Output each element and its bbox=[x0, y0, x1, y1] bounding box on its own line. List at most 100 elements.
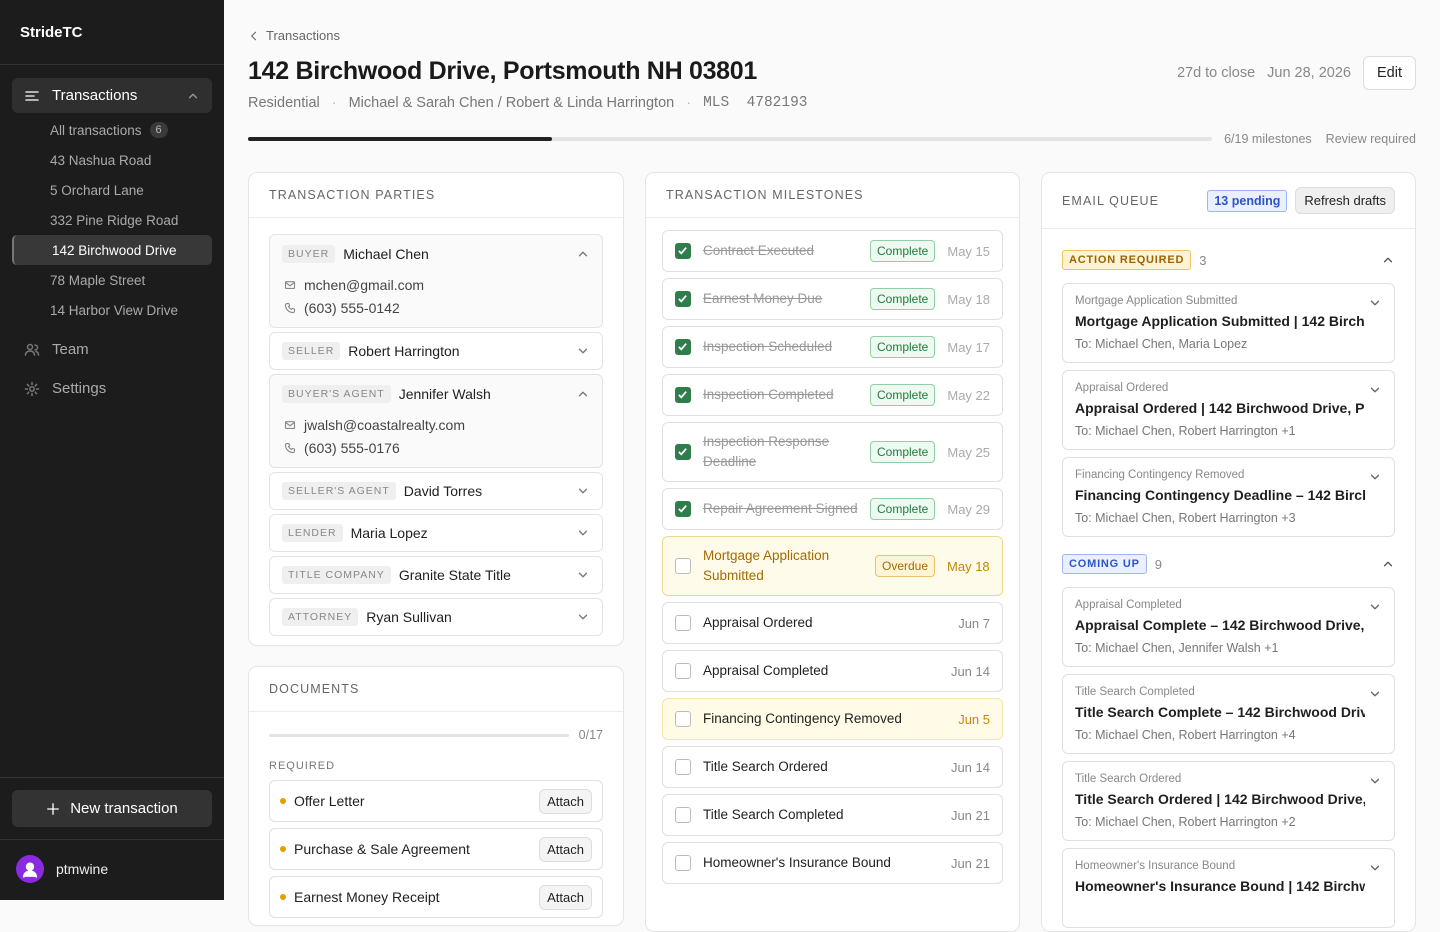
email-recipients: To: Michael Chen, Robert Harrington +3 bbox=[1075, 511, 1296, 525]
nav-link-label: Settings bbox=[52, 380, 107, 397]
refresh-button[interactable]: Refresh drafts bbox=[1295, 187, 1395, 214]
close-date: Jun 28, 2026 bbox=[1267, 65, 1351, 81]
icon bbox=[24, 381, 40, 397]
email-recipients: To: Michael Chen, Robert Harrington +4 bbox=[1075, 728, 1296, 742]
nav-link[interactable]: Settings bbox=[24, 380, 106, 397]
nav-item[interactable]: 43 Nashua Road bbox=[12, 145, 212, 175]
contact-phone: (603) 555-0142 bbox=[282, 296, 590, 319]
edit-button[interactable]: Edit bbox=[1363, 56, 1416, 90]
party-card[interactable]: ATTORNEY Ryan Sullivan bbox=[269, 598, 603, 636]
checkbox[interactable] bbox=[675, 759, 691, 775]
checkbox[interactable] bbox=[675, 807, 691, 823]
mls-number: 4782193 bbox=[746, 95, 808, 111]
checkbox[interactable] bbox=[675, 444, 691, 460]
nav-link[interactable]: Team bbox=[24, 341, 89, 358]
milestone-row[interactable]: Appraisal Ordered Jun 7 bbox=[662, 602, 1003, 644]
icon bbox=[1381, 557, 1395, 571]
checkbox[interactable] bbox=[675, 711, 691, 727]
party-row: ATTORNEY Ryan Sullivan bbox=[282, 599, 590, 635]
panel-title: EMAIL QUEUE bbox=[1062, 193, 1160, 208]
milestone-row[interactable]: Financing Contingency Removed Jun 5 bbox=[662, 698, 1003, 740]
user-menu[interactable]: ptmwine bbox=[16, 855, 108, 883]
milestone-row[interactable]: Repair Agreement Signed Complete May 29 bbox=[662, 488, 1003, 530]
milestone-row[interactable]: Mortgage Application Submitted Overdue May… bbox=[662, 536, 1003, 596]
divider bbox=[0, 64, 224, 65]
sidebar: StrideTC Transactions All transactions 6 43 … bbox=[0, 0, 224, 900]
milestone-row[interactable]: Contract Executed Complete May 15 bbox=[662, 230, 1003, 272]
party-card[interactable]: BUYER'S AGENT Jennifer Walsh jwalsh@coasta… bbox=[269, 374, 603, 468]
checkbox[interactable] bbox=[675, 291, 691, 307]
group-header[interactable]: ACTION REQUIRED 3 bbox=[1042, 245, 1415, 275]
checkbox[interactable] bbox=[675, 339, 691, 355]
attach-button[interactable]: Attach bbox=[539, 788, 592, 814]
meta-item: Michael & Sarah Chen / Robert & Linda Ha… bbox=[348, 95, 675, 111]
party-name: Maria Lopez bbox=[350, 525, 428, 541]
progress-bar bbox=[248, 137, 1212, 141]
milestone-date: May 17 bbox=[947, 339, 990, 355]
party-card[interactable]: SELLER Robert Harrington bbox=[269, 332, 603, 370]
email-trigger: Title Search Ordered bbox=[1075, 773, 1182, 785]
email-card[interactable]: Homeowner's Insurance Bound Homeowner's I… bbox=[1062, 848, 1395, 928]
milestone-row[interactable]: Title Search Completed Jun 21 bbox=[662, 794, 1003, 836]
checkbox[interactable] bbox=[675, 558, 691, 574]
breadcrumb[interactable]: Transactions bbox=[248, 28, 340, 43]
icon bbox=[1368, 861, 1382, 875]
party-row: SELLER Robert Harrington bbox=[282, 333, 590, 369]
milestone-row[interactable]: Earnest Money Due Complete May 18 bbox=[662, 278, 1003, 320]
checkbox[interactable] bbox=[675, 663, 691, 679]
status-dot bbox=[280, 846, 286, 852]
parties-panel: TRANSACTION PARTIES BUYER Michael Chen mche… bbox=[248, 172, 624, 646]
meta-item: Residential bbox=[248, 95, 320, 111]
party-card[interactable]: LENDER Maria Lopez bbox=[269, 514, 603, 552]
new-transaction-button[interactable]: New transaction bbox=[12, 790, 212, 827]
milestone-date: May 25 bbox=[947, 444, 990, 460]
checkbox[interactable] bbox=[675, 501, 691, 517]
email-trigger: Financing Contingency Removed bbox=[1075, 469, 1245, 481]
contact-phone: (603) 555-0176 bbox=[282, 436, 590, 459]
milestone-row[interactable]: Inspection Scheduled Complete May 17 bbox=[662, 326, 1003, 368]
email-card[interactable]: Title Search Completed Title Search Compl… bbox=[1062, 674, 1395, 754]
email-card[interactable]: Title Search Ordered Title Search Ordered… bbox=[1062, 761, 1395, 841]
status-dot bbox=[280, 798, 286, 804]
email-recipients: To: Michael Chen, Maria Lopez bbox=[1075, 337, 1248, 351]
milestone-row[interactable]: Title Search Ordered Jun 14 bbox=[662, 746, 1003, 788]
attach-button[interactable]: Attach bbox=[539, 884, 592, 910]
milestone-date: May 15 bbox=[947, 243, 990, 259]
email-card[interactable]: Mortgage Application Submitted Mortgage A… bbox=[1062, 283, 1395, 363]
email-card[interactable]: Appraisal Ordered Appraisal Ordered | 142… bbox=[1062, 370, 1395, 450]
party-card[interactable]: BUYER Michael Chen mchen@gmail.com (603) 55… bbox=[269, 234, 603, 328]
milestone-row[interactable]: Homeowner's Insurance Bound Jun 21 bbox=[662, 842, 1003, 884]
checkbox[interactable] bbox=[675, 615, 691, 631]
milestone-row[interactable]: Inspection Response Deadline Complete May … bbox=[662, 422, 1003, 482]
icon bbox=[576, 387, 590, 401]
checkbox[interactable] bbox=[675, 855, 691, 871]
progress-status: Review required bbox=[1325, 132, 1416, 146]
party-card[interactable]: TITLE COMPANY Granite State Title bbox=[269, 556, 603, 594]
nav-item-label: All transactions bbox=[50, 122, 142, 138]
group-header[interactable]: COMING UP 9 bbox=[1042, 549, 1415, 579]
email-card[interactable]: Appraisal Completed Appraisal Complete – … bbox=[1062, 587, 1395, 667]
divider bbox=[0, 839, 224, 840]
nav-item-label: 14 Harbor View Drive bbox=[50, 302, 179, 318]
nav-item[interactable]: All transactions 6 bbox=[12, 115, 212, 145]
checkbox[interactable] bbox=[675, 387, 691, 403]
nav-item-label: 78 Maple Street bbox=[50, 272, 146, 288]
attach-button[interactable]: Attach bbox=[539, 836, 592, 862]
doc-progress-label: 0/17 bbox=[578, 728, 603, 742]
nav-item[interactable]: 5 Orchard Lane bbox=[12, 175, 212, 205]
status-badge: Complete bbox=[870, 498, 936, 520]
nav-item[interactable]: 78 Maple Street bbox=[12, 265, 212, 295]
checkbox[interactable] bbox=[675, 243, 691, 259]
party-card[interactable]: SELLER'S AGENT David Torres bbox=[269, 472, 603, 510]
email-card[interactable]: Financing Contingency Removed Financing C… bbox=[1062, 457, 1395, 537]
nav-item[interactable]: 142 Birchwood Drive bbox=[12, 235, 212, 265]
nav-item[interactable]: 14 Harbor View Drive bbox=[12, 295, 212, 325]
icon bbox=[284, 419, 296, 431]
email-recipients: To: Michael Chen, Robert Harrington +1 bbox=[1075, 424, 1296, 438]
milestone-row[interactable]: Appraisal Completed Jun 14 bbox=[662, 650, 1003, 692]
nav-item[interactable]: 332 Pine Ridge Road bbox=[12, 205, 212, 235]
icon bbox=[24, 342, 40, 358]
milestone-row[interactable]: Inspection Completed Complete May 22 bbox=[662, 374, 1003, 416]
doc-progress: 0/17 bbox=[249, 712, 623, 742]
nav-section[interactable]: Transactions bbox=[12, 78, 212, 113]
